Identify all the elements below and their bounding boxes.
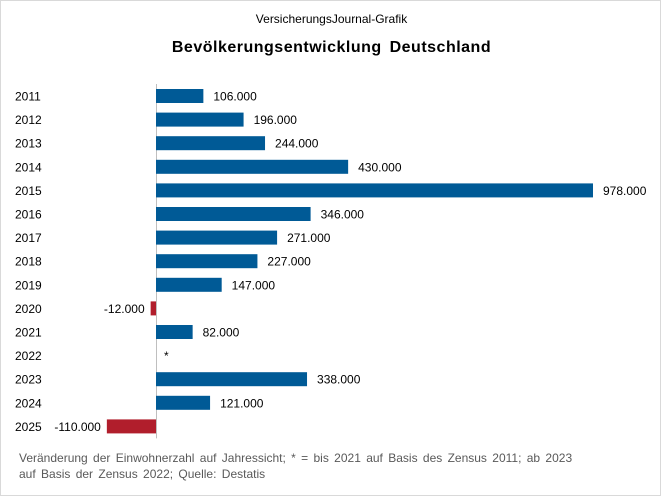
bar [156,183,593,198]
bar [156,254,258,269]
data-label: 271.000 [287,231,331,245]
source-line: VersicherungsJournal-Grafik [255,12,408,26]
category-label: 2016 [15,208,42,222]
category-label: 2024 [15,396,42,410]
category-label: 2020 [15,302,42,316]
bar [156,112,244,127]
data-label: 196.000 [254,113,298,127]
category-label: 2022 [15,349,42,363]
bar [156,325,193,339]
category-label: 2023 [15,373,42,387]
bar [156,89,204,103]
footnote: Veränderung der Einwohnerzahl auf Jahres… [19,450,649,482]
data-label: -12.000 [104,302,145,316]
data-label: 147.000 [232,278,276,292]
data-label: 82.000 [203,326,240,340]
data-label: 106.000 [213,90,257,104]
footnote-line-1: Veränderung der Einwohnerzahl auf Jahres… [19,451,573,465]
bar [156,159,349,174]
data-label: 338.000 [317,373,361,387]
category-label: 2018 [15,255,42,269]
bar [106,419,156,434]
bar [156,277,222,292]
bar [156,136,266,151]
data-label: 978.000 [603,184,647,198]
bar [156,372,308,387]
data-label: * [164,349,169,363]
chart-title: Bevölkerungsentwicklung Deutschland [171,39,492,56]
category-label: 2021 [15,326,42,340]
data-label: 430.000 [358,160,402,174]
data-label: -110.000 [54,420,101,434]
category-label: 2017 [15,231,42,245]
category-label: 2025 [15,420,42,434]
bar [156,230,278,245]
data-label: 227.000 [267,255,311,269]
footnote-line-2: auf Basis der Zensus 2022; Quelle: Desta… [19,467,266,481]
data-label: 346.000 [321,208,365,222]
bar [156,395,211,410]
category-label: 2013 [15,137,42,151]
category-label: 2012 [15,113,42,127]
bar [150,301,156,316]
category-label: 2014 [15,160,42,174]
category-label: 2019 [15,278,42,292]
data-label: 244.000 [275,137,319,151]
category-label: 2011 [15,90,41,104]
data-label: 121.000 [220,396,264,410]
category-label: 2015 [15,184,42,198]
bar [156,207,311,221]
